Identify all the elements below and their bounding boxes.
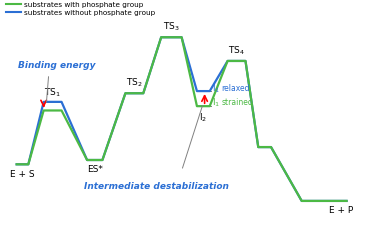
Text: Intermediate destabilization: Intermediate destabilization [83,181,229,190]
Text: I$_1$: I$_1$ [212,97,220,109]
Text: relaxed: relaxed [221,84,250,93]
Text: I$_2$: I$_2$ [199,112,208,124]
Legend: substrates with phosphate group, substrates without phosphate group: substrates with phosphate group, substra… [6,2,155,16]
Text: E + S: E + S [10,170,34,179]
Text: strained: strained [221,98,253,107]
Text: TS$_1$: TS$_1$ [44,86,61,99]
Text: I$_1$: I$_1$ [212,83,220,95]
Text: ES*: ES* [87,165,103,174]
Text: TS$_4$: TS$_4$ [228,44,245,57]
Text: Binding energy: Binding energy [18,61,96,70]
Text: E + P: E + P [329,206,353,215]
Text: TS$_2$: TS$_2$ [126,77,143,89]
Text: TS$_3$: TS$_3$ [163,21,180,33]
